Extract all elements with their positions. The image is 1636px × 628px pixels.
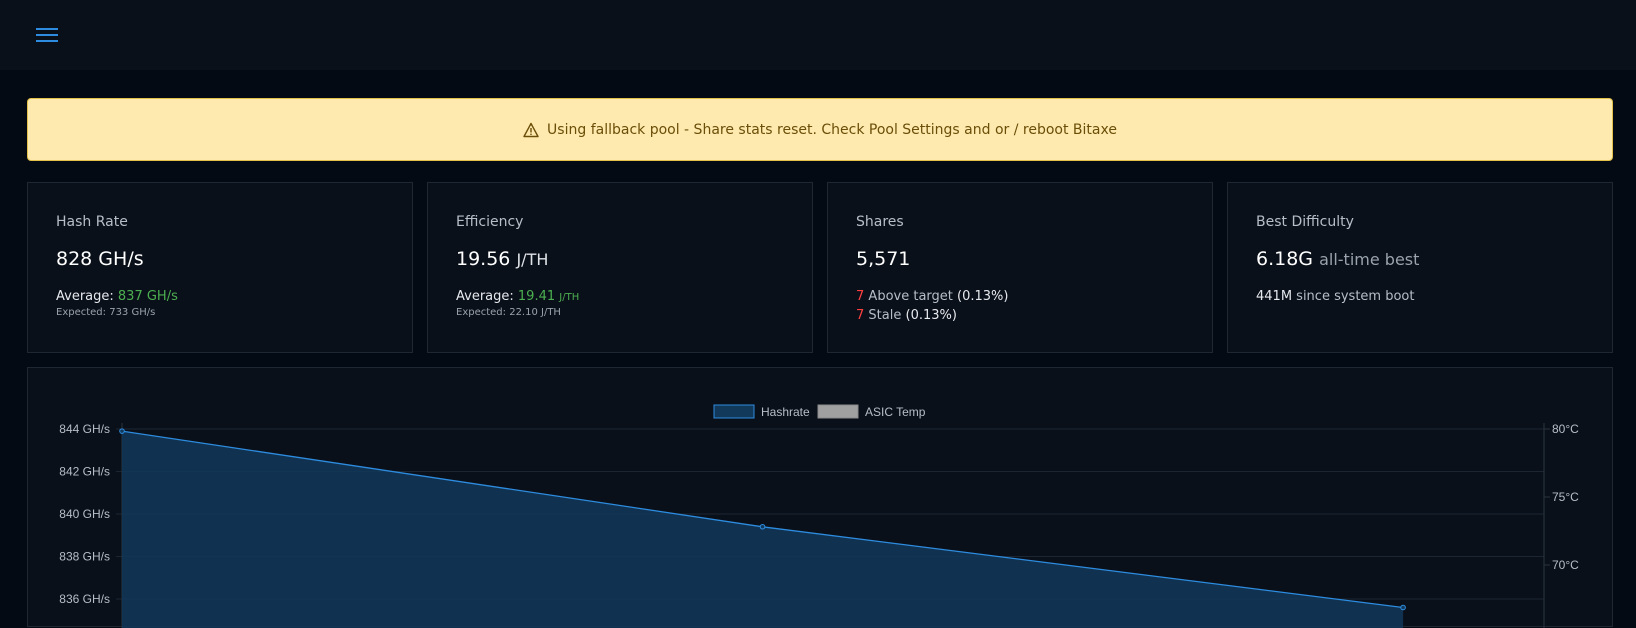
- efficiency-average: Average: 19.41 J/TH: [456, 289, 579, 304]
- best-difficulty-number: 6.18G: [1256, 248, 1314, 270]
- fallback-pool-alert: Using fallback pool - Share stats reset.…: [27, 98, 1613, 161]
- top-bar: [0, 0, 1636, 70]
- y-left-tick: 844 GH/s: [59, 422, 110, 436]
- legend-label-1: ASIC Temp: [865, 405, 926, 419]
- shares-stale: 7 Stale (0.13%): [856, 308, 957, 323]
- best-difficulty-card: Best Difficulty 6.18G all-time best 441M…: [1227, 182, 1613, 353]
- average-label: Average:: [56, 289, 114, 304]
- warning-triangle-icon: [523, 122, 539, 137]
- legend-label-0: Hashrate: [761, 405, 810, 419]
- shares-above-target: 7 Above target (0.13%): [856, 289, 1008, 304]
- y-left-tick: 838 GH/s: [59, 550, 110, 564]
- y-left-tick: 840 GH/s: [59, 507, 110, 521]
- y-left-tick: 836 GH/s: [59, 592, 110, 606]
- stale-count: 7: [856, 308, 865, 323]
- hashrate-point: [759, 523, 766, 530]
- hashrate-average: Average: 837 GH/s: [56, 289, 178, 304]
- stale-label: Stale: [868, 308, 902, 323]
- boot-difficulty-note: since system boot: [1296, 289, 1415, 304]
- legend-swatch-0: [713, 404, 755, 419]
- hamburger-menu-icon[interactable]: [36, 26, 58, 44]
- efficiency-card: Efficiency 19.56 J/TH Average: 19.41 J/T…: [427, 182, 813, 353]
- hashrate-point: [119, 428, 125, 434]
- efficiency-number: 19.56: [456, 248, 511, 270]
- card-title: Shares: [856, 214, 904, 230]
- hashrate-expected: Expected: 733 GH/s: [56, 307, 156, 318]
- above-target-label: Above target: [868, 289, 953, 304]
- best-difficulty-value: 6.18G all-time best: [1256, 248, 1419, 270]
- y-left-tick: 842 GH/s: [59, 465, 110, 479]
- hashrate-chart: Hashrate ASIC Temp 844 GH/s 842 GH/s 840 GH/…: [59, 404, 1579, 628]
- stale-percent: (0.13%): [905, 308, 957, 323]
- shares-card: Shares 5,571 7 Above target (0.13%) 7 St…: [827, 182, 1213, 353]
- y-right-tick: 80°C: [1552, 422, 1579, 436]
- boot-difficulty-value: 441M: [1256, 289, 1293, 304]
- average-value: 19.41: [517, 289, 556, 304]
- efficiency-expected: Expected: 22.10 J/TH: [456, 307, 561, 318]
- average-unit: J/TH: [559, 292, 580, 303]
- hashrate-value: 828 GH/s: [56, 248, 144, 270]
- hashrate-card: Hash Rate 828 GH/s Average: 837 GH/s Exp…: [27, 182, 413, 353]
- best-difficulty-note: all-time best: [1319, 250, 1420, 269]
- average-value: 837 GH/s: [117, 289, 178, 304]
- hashrate-chart-card: Hashrate ASIC Temp 844 GH/s 842 GH/s 840 GH/…: [27, 367, 1613, 628]
- above-target-count: 7: [856, 289, 865, 304]
- y-right-tick: 75°C: [1552, 490, 1579, 504]
- shares-value: 5,571: [856, 248, 911, 270]
- hashrate-area: [122, 431, 1404, 628]
- above-target-percent: (0.13%): [957, 289, 1009, 304]
- hashrate-point: [1400, 604, 1406, 611]
- card-title: Best Difficulty: [1256, 214, 1354, 230]
- y-right-tick: 70°C: [1552, 558, 1579, 572]
- average-label: Average:: [456, 289, 514, 304]
- efficiency-unit: J/TH: [516, 250, 549, 269]
- alert-text: Using fallback pool - Share stats reset.…: [547, 121, 1117, 138]
- legend-swatch-1: [817, 404, 859, 419]
- efficiency-value: 19.56 J/TH: [456, 248, 548, 270]
- card-title: Hash Rate: [56, 214, 128, 230]
- card-title: Efficiency: [456, 214, 524, 230]
- boot-difficulty: 441M since system boot: [1256, 289, 1414, 304]
